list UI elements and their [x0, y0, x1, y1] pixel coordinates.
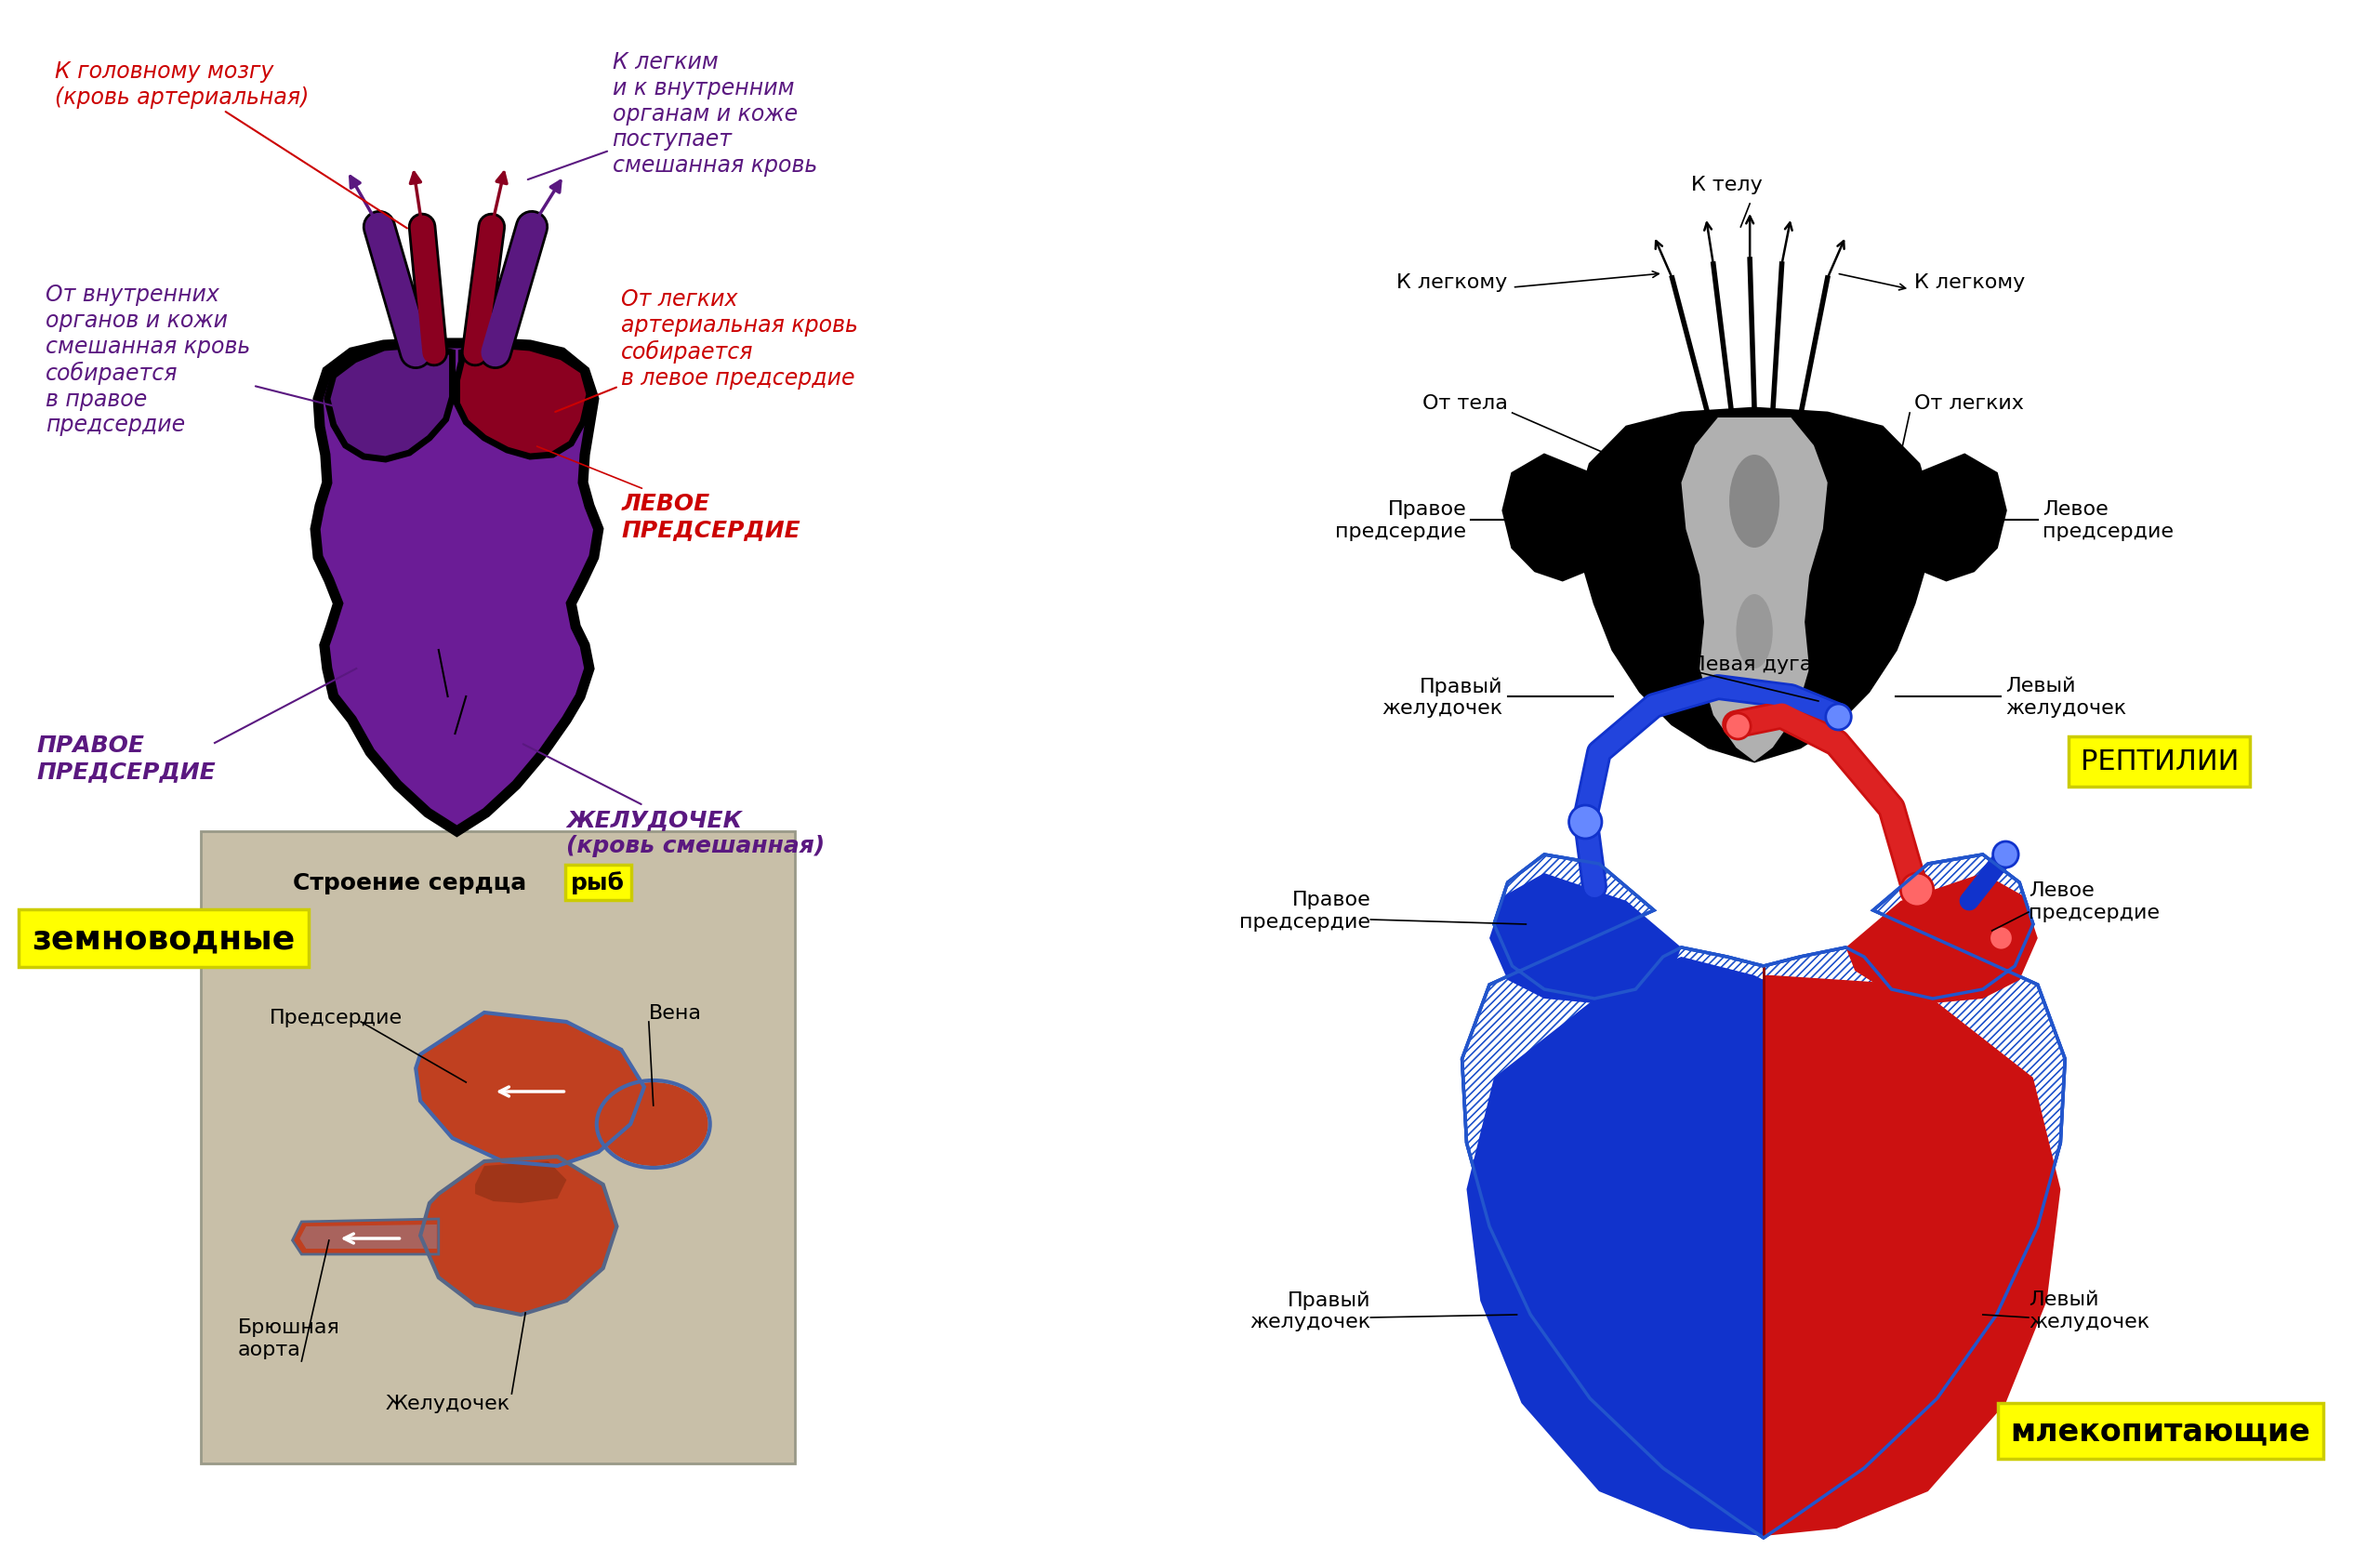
Polygon shape	[421, 1157, 616, 1315]
Text: К легким
и к внутренним
органам и коже
поступает
смешанная кровь: К легким и к внутренним органам и коже п…	[528, 52, 816, 180]
Text: Левое
предсердие: Левое предсердие	[2042, 500, 2173, 540]
Circle shape	[1992, 842, 2018, 868]
Text: К головному мозгу
(кровь артериальная): К головному мозгу (кровь артериальная)	[55, 61, 407, 230]
Text: Левое
предсердие: Левое предсердие	[2028, 881, 2159, 922]
Ellipse shape	[1735, 595, 1773, 669]
Text: От легких: От легких	[1914, 394, 2023, 412]
Text: рыб: рыб	[571, 872, 626, 895]
Text: От легких
артериальная кровь
собирается
в левое предсердие: От легких артериальная кровь собирается …	[555, 287, 859, 412]
Polygon shape	[314, 344, 597, 831]
Ellipse shape	[1730, 455, 1780, 548]
Polygon shape	[1504, 455, 1614, 581]
Text: К легкому: К легкому	[1397, 273, 1507, 292]
Polygon shape	[314, 344, 597, 831]
Polygon shape	[1461, 854, 2066, 1539]
Circle shape	[1902, 873, 1933, 908]
Polygon shape	[1490, 873, 1680, 1003]
Text: Правое
предсердие: Правое предсердие	[1335, 500, 1466, 540]
Polygon shape	[476, 1162, 566, 1203]
Text: земноводные: земноводные	[31, 923, 295, 954]
Polygon shape	[1466, 958, 1773, 1535]
Circle shape	[1568, 806, 1602, 839]
Text: Левая дуга аорты: Левая дуга аорты	[1690, 654, 1885, 673]
Text: Правое
предсердие: Правое предсердие	[1240, 890, 1371, 931]
Text: Строение сердца: Строение сердца	[293, 872, 533, 893]
Text: Предсердие: Предсердие	[269, 1007, 402, 1026]
Text: РЕПТИЛИИ: РЕПТИЛИИ	[2080, 748, 2240, 775]
Bar	[200, 831, 795, 1464]
Polygon shape	[416, 1012, 645, 1167]
Polygon shape	[457, 345, 590, 458]
Text: От внутренних
органов и кожи
смешанная кровь
собирается
в правое
предсердие: От внутренних органов и кожи смешанная к…	[45, 283, 359, 436]
Polygon shape	[1897, 455, 2006, 581]
Ellipse shape	[597, 1082, 709, 1167]
Polygon shape	[1680, 419, 1828, 762]
Text: К легкому: К легкому	[1914, 273, 2025, 292]
Text: млекопитающие: млекопитающие	[2011, 1415, 2311, 1446]
Text: Желудочек: Желудочек	[386, 1393, 509, 1412]
Polygon shape	[1847, 873, 2037, 1003]
Text: Левый
желудочек: Левый желудочек	[2006, 676, 2128, 717]
Polygon shape	[300, 1225, 438, 1250]
Text: ПРАВОЕ
ПРЕДСЕРДИЕ: ПРАВОЕ ПРЕДСЕРДИЕ	[36, 734, 217, 783]
Text: Брюшная
аорта: Брюшная аорта	[238, 1318, 340, 1357]
Circle shape	[1726, 714, 1752, 740]
Text: ЖЕЛУДОЧЕК
(кровь смешанная): ЖЕЛУДОЧЕК (кровь смешанная)	[524, 745, 826, 856]
Text: Левый
желудочек: Левый желудочек	[2028, 1290, 2149, 1331]
Circle shape	[1990, 926, 2013, 951]
Polygon shape	[1576, 409, 1933, 762]
Text: От тела: От тела	[1423, 394, 1507, 412]
Circle shape	[1825, 704, 1852, 731]
Text: Правый
желудочек: Правый желудочек	[1383, 676, 1504, 717]
Polygon shape	[293, 1218, 438, 1254]
Text: Правый
желудочек: Правый желудочек	[1250, 1290, 1371, 1331]
Text: ЛЕВОЕ
ПРЕДСЕРДИЕ: ЛЕВОЕ ПРЕДСЕРДИЕ	[538, 447, 800, 540]
Polygon shape	[1764, 976, 2061, 1535]
Text: Вена: Вена	[650, 1003, 702, 1022]
Polygon shape	[326, 345, 452, 459]
Text: К телу: К телу	[1692, 175, 1764, 194]
